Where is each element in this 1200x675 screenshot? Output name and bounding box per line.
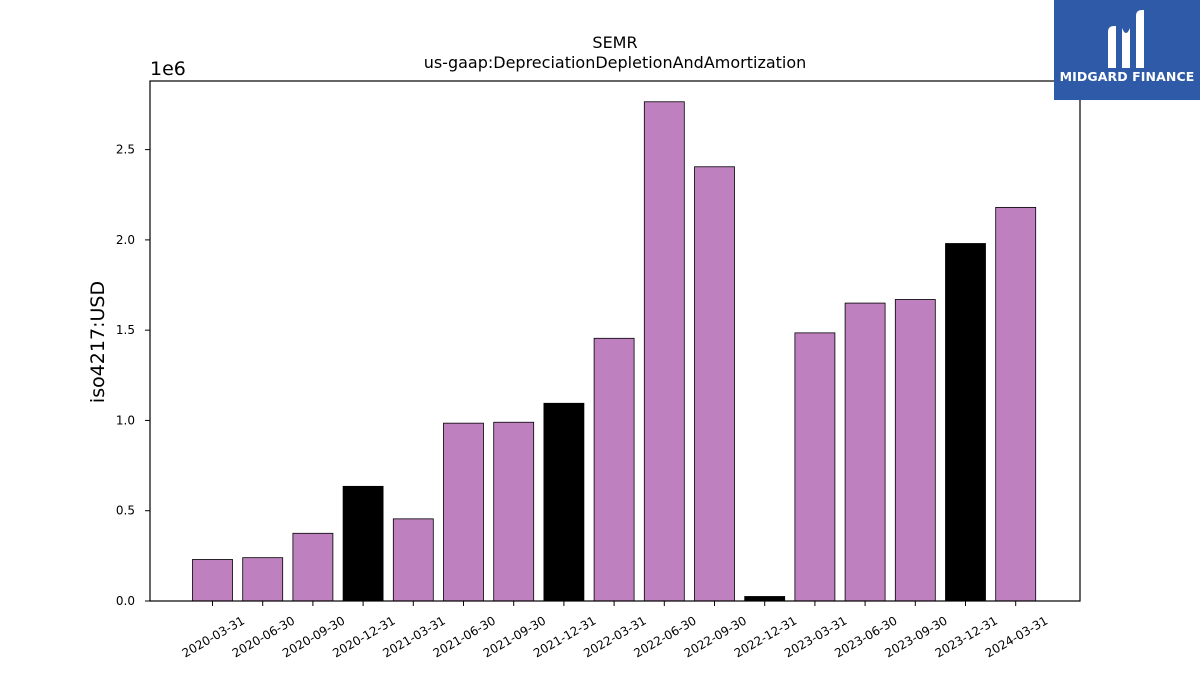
bar-2023-12-31 [945,243,986,602]
y-tick-label: 1.0 [116,413,135,427]
bar-2021-06-30 [443,422,484,602]
y-tick-label: 0.5 [116,504,135,518]
y-tick-label: 2.0 [116,233,135,247]
bars-group [192,101,1037,602]
plot-frame [149,80,1081,602]
chart-subtitle: us-gaap:DepreciationDepletionAndAmortiza… [424,53,807,72]
bar-2020-12-31 [342,485,384,602]
bar-2022-12-31 [744,596,786,602]
bar-2023-06-30 [844,302,886,602]
x-axis: 2020-03-312020-06-302020-09-302020-12-31… [180,601,1050,660]
y-tick-label: 1.5 [116,323,135,337]
midgard-finance-logo: MIDGARD FINANCE [1054,0,1200,100]
bar-2021-09-30 [493,421,535,602]
y-axis-label: iso4217:USD [87,281,109,403]
bar-2021-03-31 [392,518,434,602]
chart-title: SEMR [592,33,637,52]
logo-text: MIDGARD FINANCE [1059,69,1195,84]
bar-2020-03-31 [192,559,233,602]
y-axis: 0.0 0.5 1.0 1.5 2.0 2.5 [116,143,150,608]
bar-2022-06-30 [643,101,685,602]
bar-2023-09-30 [894,299,936,602]
y-tick-label: 2.5 [116,143,135,157]
bar-2022-03-31 [593,337,635,602]
y-offset-label: 1e6 [150,58,186,80]
bar-2020-09-30 [292,532,334,602]
y-tick-label: 0.0 [116,594,135,608]
bar-2024-03-31 [995,206,1037,602]
bar-2023-03-31 [794,332,836,602]
logo-mark-icon [1108,10,1144,68]
bar-2021-12-31 [543,402,585,602]
bar-2022-09-30 [694,166,735,602]
bar-2020-06-30 [242,557,284,602]
